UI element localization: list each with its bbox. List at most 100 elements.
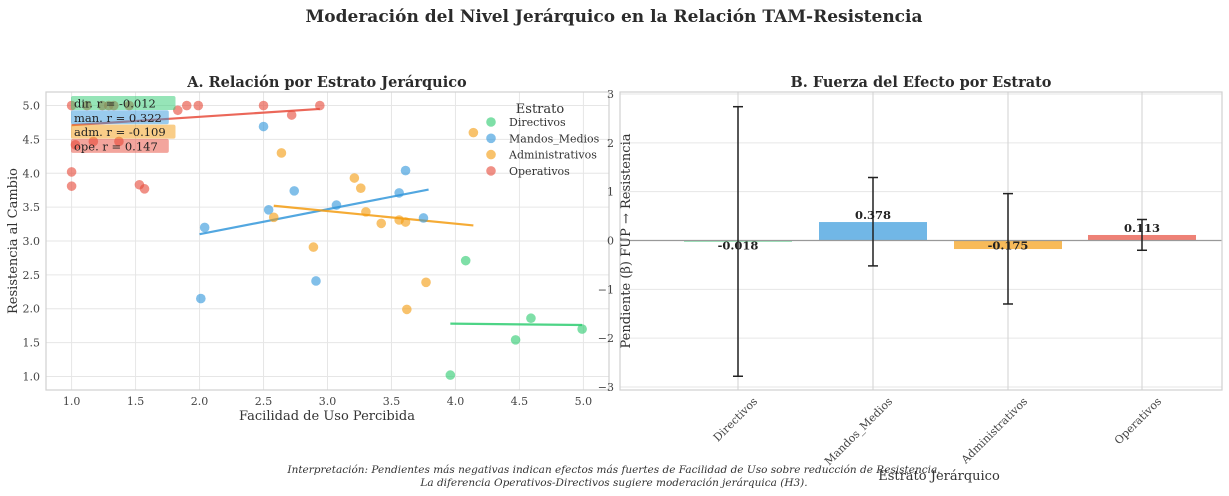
scatter-point-administrativos <box>355 183 366 193</box>
scatter-point-operativos <box>315 100 325 111</box>
fit-line-directivos <box>450 322 583 327</box>
scatter-point-mandos-medios <box>394 188 404 198</box>
annotation-text-administrativos: adm. r = -0.109 <box>74 125 166 139</box>
y-tick-label: 4.0 <box>23 167 41 180</box>
panel-a-y-label: Resistencia al Cambio <box>6 168 21 314</box>
panel-b-x-ticks: Directivos Mandos_Medios Administrativos Op… <box>711 395 1165 468</box>
panel-b-frame <box>619 91 1223 391</box>
y-tick-label: 1.5 <box>23 337 41 350</box>
scatter-point-mandos-medios <box>311 276 321 286</box>
scatter-point-mandos-medios <box>289 186 300 196</box>
fit-line-administrativos <box>273 204 474 227</box>
panel-a-legend: Estrato Directivos Mandos_Medios Administr… <box>486 102 600 178</box>
scatter-point-mandos-medios <box>258 121 269 132</box>
legend-marker-directivos <box>486 117 496 127</box>
x-tick-label: 4.0 <box>447 395 465 408</box>
scatter-point-mandos-medios <box>418 213 429 223</box>
scatter-point-operativos <box>258 100 269 111</box>
y-tick-label: 1 <box>607 186 614 199</box>
scatter-point-directivos <box>460 255 471 266</box>
scatter-point-directivos <box>510 335 521 345</box>
caption-line-1: Interpretación: Pendientes más negativas… <box>286 464 940 476</box>
x-tick-label-mandos-medios: Mandos_Medios <box>822 395 895 468</box>
scatter-point-administrativos <box>361 207 371 217</box>
x-tick-label: 3.5 <box>383 395 401 408</box>
scatter-point-directivos <box>577 324 587 334</box>
panel-a-x-label: Facilidad de Uso Percibida <box>239 409 415 424</box>
y-tick-label: 3.5 <box>23 201 41 214</box>
x-tick-label-directivos: Directivos <box>711 395 761 445</box>
legend-marker-operativos <box>486 166 496 176</box>
y-tick-label: 3.0 <box>23 235 41 248</box>
scatter-point-administrativos <box>402 304 412 315</box>
legend-marker-mandos-medios <box>486 133 496 144</box>
y-tick-label: 2.0 <box>23 303 41 316</box>
panel-a-x-ticks: 1.0 1.5 2.0 2.5 3.0 3.5 4.0 4.5 5.0 <box>63 395 592 408</box>
y-tick-label: −2 <box>598 332 614 345</box>
scatter-point-administrativos <box>276 148 287 158</box>
y-tick-label: −1 <box>598 283 614 296</box>
y-tick-label: −3 <box>598 381 614 394</box>
scatter-point-administrativos <box>400 217 411 227</box>
x-tick-label: 4.5 <box>511 395 529 408</box>
scatter-point-mandos-medios <box>199 222 210 233</box>
x-tick-label: 2.5 <box>255 395 273 408</box>
x-tick-label: 3.0 <box>319 395 337 408</box>
value-label-directivos: -0.018 <box>718 239 759 253</box>
panel-a-y-ticks: 1.0 1.5 2.0 2.5 3.0 3.5 4.0 4.5 5.0 <box>23 100 41 384</box>
legend-label-mandos-medios: Mandos_Medios <box>509 132 600 145</box>
panel-b-grid <box>620 92 1222 390</box>
y-tick-label: 2 <box>607 137 614 150</box>
y-tick-label: 5.0 <box>23 100 41 113</box>
scatter-point-administrativos <box>268 212 279 223</box>
panel-b-bar: B. Fuerza del Efecto por Estrato -0.018 0… <box>598 74 1223 484</box>
annotation-box-mandos-medios <box>71 110 169 125</box>
annotation-box-operativos <box>71 138 169 153</box>
panel-b-title: B. Fuerza del Efecto por Estrato <box>791 74 1052 91</box>
annotation-text-directivos: dir. r = -0.012 <box>74 97 156 111</box>
legend-title: Estrato <box>516 102 565 117</box>
y-tick-label: 4.5 <box>23 133 41 146</box>
y-tick-label: 2.5 <box>23 269 41 282</box>
value-label-operativos: 0.113 <box>1124 221 1160 235</box>
panel-a-title: A. Relación por Estrato Jerárquico <box>186 74 467 91</box>
panel-a-scatter: A. Relación por Estrato Jerárquico dir. … <box>6 74 610 424</box>
annotation-box-directivos <box>71 96 176 110</box>
x-tick-label: 1.0 <box>63 395 81 408</box>
caption-line-2: La diferencia Operativos-Directivos sugi… <box>419 477 807 489</box>
annotation-box-administrativos <box>71 124 176 139</box>
panel-b-error-bars <box>733 105 1147 378</box>
scatter-point-mandos-medios <box>400 165 411 176</box>
scatter-point-administrativos <box>421 277 431 288</box>
panel-b-y-label: Pendiente (β) FUP → Resistencia <box>619 133 634 348</box>
annotation-text-operativos: ope. r = 0.147 <box>74 139 158 153</box>
legend-marker-administrativos <box>486 149 496 160</box>
scatter-point-administrativos <box>308 242 319 252</box>
scatter-point-operativos <box>286 110 297 120</box>
annotation-text-mandos-medios: man. r = 0.322 <box>74 111 162 125</box>
scatter-point-administrativos <box>349 173 360 183</box>
panel-b-x-label: Estrato Jerárquico <box>878 469 1000 484</box>
panel-b-value-labels: -0.018 0.378 -0.175 0.113 <box>718 208 1160 252</box>
figure-title: Moderación del Nivel Jerárquico en la Re… <box>305 7 922 27</box>
scatter-point-administrativos <box>376 218 387 229</box>
value-label-administrativos: -0.175 <box>988 239 1029 253</box>
x-tick-label: 5.0 <box>575 395 593 408</box>
x-tick-label-administrativos: Administrativos <box>958 395 1030 467</box>
value-label-mandos-medios: 0.378 <box>855 208 891 222</box>
legend-label-operativos: Operativos <box>509 165 570 178</box>
panel-b-bars <box>684 222 1196 250</box>
scatter-point-administrativos <box>468 127 479 138</box>
panel-b-y-ticks: 3 2 1 0 −1 −2 −3 <box>598 88 614 394</box>
scatter-point-operativos <box>139 184 150 194</box>
y-tick-label: 0 <box>607 235 614 248</box>
scatter-point-operativos <box>181 100 192 111</box>
panel-a-grid <box>46 92 609 390</box>
scatter-point-operativos <box>66 181 77 191</box>
y-tick-label: 1.0 <box>23 370 41 383</box>
legend-label-administrativos: Administrativos <box>508 149 597 162</box>
x-tick-label: 1.5 <box>127 395 145 408</box>
x-tick-label: 2.0 <box>191 395 209 408</box>
